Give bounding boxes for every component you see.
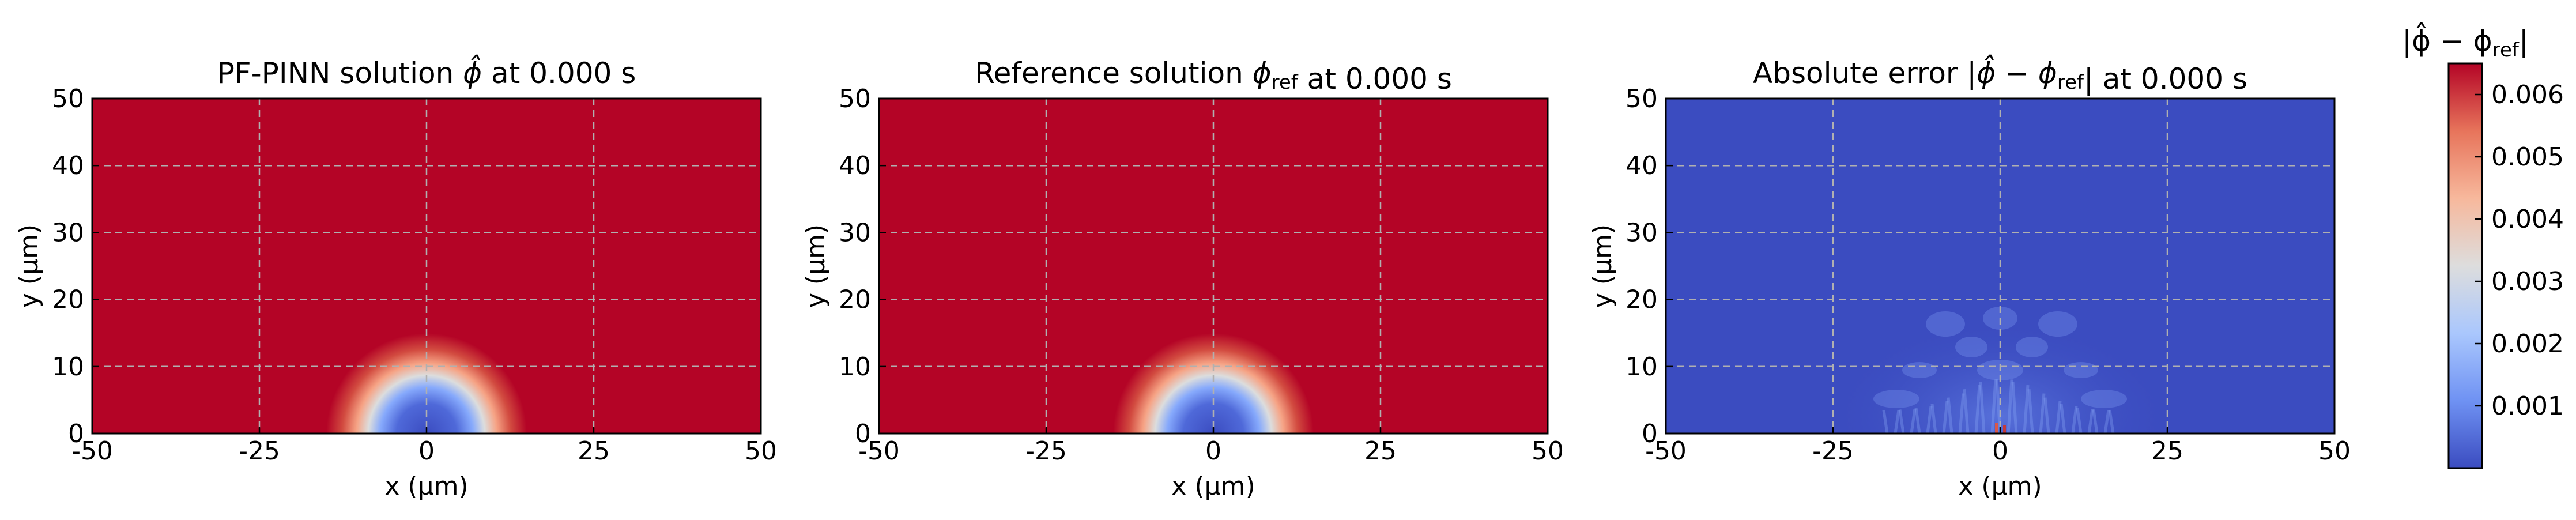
x-tick-label: -50 bbox=[858, 436, 900, 466]
x-axis-label: x (µm) bbox=[384, 472, 468, 501]
heatmap-panel-2: -50 -25 0 25 50 0 10 20 30 40 50 x (µm) y (µm) Refere… bbox=[801, 56, 1564, 501]
x-tick-label: -25 bbox=[239, 436, 280, 466]
x-tick-label: -25 bbox=[1812, 436, 1854, 466]
x-tick-label: 25 bbox=[578, 436, 610, 466]
y-tick-label: 0 bbox=[1642, 419, 1658, 449]
y-tick-label: 10 bbox=[52, 352, 84, 382]
colorbar-tick-label: 0.003 bbox=[2491, 267, 2564, 296]
y-tick-label: 0 bbox=[68, 419, 84, 449]
y-tick-label: 20 bbox=[839, 285, 871, 315]
y-tick-label: 50 bbox=[839, 84, 871, 114]
y-tick-label: 40 bbox=[839, 151, 871, 180]
colorbar-tick-label: 0.002 bbox=[2491, 329, 2564, 359]
y-tick-label: 50 bbox=[1625, 84, 1658, 114]
panel-title: Absolute error |ϕ̂ − ϕref| at 0.000 s bbox=[1753, 55, 2247, 96]
y-tick-label: 10 bbox=[1625, 352, 1658, 382]
y-tick-label: 10 bbox=[839, 352, 871, 382]
heatmap-panel-3: -50 -25 0 25 50 0 10 20 30 40 50 x (µm) y (µm) Absolu… bbox=[1588, 55, 2351, 501]
y-tick-label: 30 bbox=[52, 218, 84, 247]
colorbar-tick-label: 0.006 bbox=[2491, 80, 2564, 110]
colorbar-label: |ϕ̂ − ϕref| bbox=[2402, 22, 2529, 62]
y-tick-label: 20 bbox=[52, 285, 84, 315]
y-tick-label: 20 bbox=[1625, 285, 1658, 315]
x-axis-label: x (µm) bbox=[1958, 472, 2042, 501]
colorbar-tick-label: 0.001 bbox=[2491, 391, 2564, 421]
y-tick-label: 0 bbox=[855, 419, 871, 449]
grid bbox=[1666, 99, 2334, 434]
x-tick-label: 0 bbox=[418, 436, 435, 466]
x-tick-label: 25 bbox=[1364, 436, 1397, 466]
y-axis-label: y (µm) bbox=[1588, 224, 1617, 308]
heatmap-field bbox=[92, 99, 761, 434]
y-axis-label: y (µm) bbox=[801, 224, 831, 308]
y-tick-label: 40 bbox=[52, 151, 84, 180]
y-tick-label: 30 bbox=[1625, 218, 1658, 247]
panel-title: Reference solution ϕref at 0.000 s bbox=[975, 56, 1452, 96]
grid bbox=[92, 99, 761, 434]
x-tick-label: -50 bbox=[1645, 436, 1687, 466]
colorbar-tick-label: 0.004 bbox=[2491, 205, 2564, 234]
heatmap-panel-1: -50 -25 0 25 50 0 10 20 30 40 50 x (µm) y (µm) PF-PIN… bbox=[14, 55, 777, 501]
field-feature bbox=[1113, 333, 1314, 434]
grid bbox=[879, 99, 1548, 434]
colorbar-scale bbox=[2447, 62, 2483, 469]
x-tick-label: 50 bbox=[1532, 436, 1564, 466]
x-tick-label: -25 bbox=[1025, 436, 1067, 466]
x-tick-label: 0 bbox=[1992, 436, 2008, 466]
x-tick-label: -50 bbox=[71, 436, 113, 466]
x-tick-label: 25 bbox=[2151, 436, 2183, 466]
field-feature bbox=[326, 333, 527, 434]
x-axis-label: x (µm) bbox=[1171, 472, 1255, 501]
y-tick-label: 40 bbox=[1625, 151, 1658, 180]
colorbar: 0.001 0.002 0.003 0.004 0.005 0.006 |ϕ̂ − ϕref… bbox=[2402, 22, 2564, 469]
y-tick-label: 50 bbox=[52, 84, 84, 114]
y-axis-label: y (µm) bbox=[14, 224, 44, 308]
x-tick-label: 0 bbox=[1205, 436, 1221, 466]
x-tick-label: 50 bbox=[2318, 436, 2351, 466]
panel-title: PF-PINN solution ϕ̂ at 0.000 s bbox=[217, 55, 636, 90]
y-tick-label: 30 bbox=[839, 218, 871, 247]
heatmap-field bbox=[1666, 99, 2334, 434]
x-tick-label: 50 bbox=[745, 436, 777, 466]
heatmap-field bbox=[879, 99, 1548, 434]
panels-layer: -50 -25 0 25 50 0 10 20 30 40 50 x (µm) y (µm) PF-PIN… bbox=[14, 55, 2351, 501]
colorbar-tick-label: 0.005 bbox=[2491, 142, 2564, 172]
